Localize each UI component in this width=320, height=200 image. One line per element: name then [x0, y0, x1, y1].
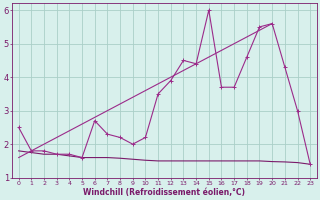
X-axis label: Windchill (Refroidissement éolien,°C): Windchill (Refroidissement éolien,°C) [84, 188, 245, 197]
